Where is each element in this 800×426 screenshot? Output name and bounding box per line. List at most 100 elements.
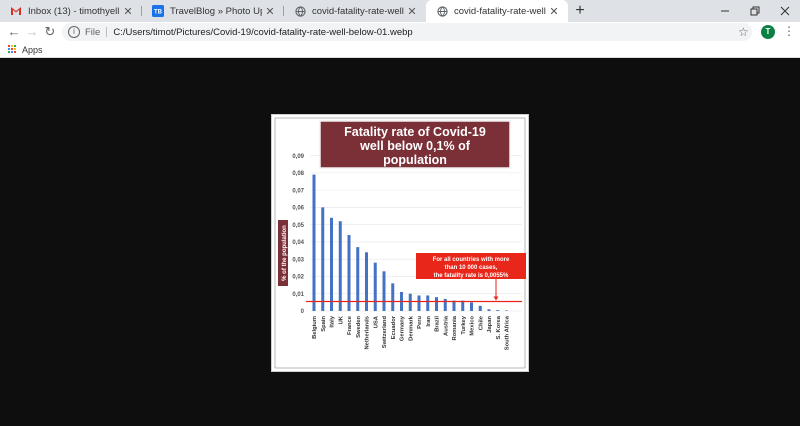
close-icon[interactable]: ✕ (123, 5, 133, 18)
image-border (274, 117, 526, 369)
url-text[interactable]: C:/Users/timot/Pictures/Covid-19/covid-f… (113, 26, 413, 38)
bar-usa (373, 262, 377, 311)
minimize-icon (721, 10, 729, 12)
x-tick-label: Denmark (408, 315, 414, 341)
gmail-icon (10, 5, 22, 17)
y-tick-label: 0,05 (292, 223, 304, 229)
y-tick-label: 0,06 (292, 206, 304, 212)
tab-title: TravelBlog » Photo Upload (170, 5, 262, 17)
x-tick-label: Brazil (435, 316, 441, 332)
menu-kebab-icon[interactable]: ⋮ (783, 24, 795, 38)
url-scheme: File (85, 26, 101, 38)
x-tick-label: Austria (443, 315, 449, 336)
y-tick-label: 0,04 (292, 240, 304, 246)
new-tab-button[interactable]: + (575, 2, 585, 19)
address-divider (106, 27, 108, 37)
bar-south-africa (505, 310, 508, 311)
x-tick-label: Ecuador (391, 315, 397, 339)
tab-travelblog[interactable]: TB TravelBlog » Photo Upload ✕ (142, 0, 284, 22)
address-bar[interactable]: i File C:/Users/timot/Pictures/Covid-19/… (62, 23, 752, 41)
travelblog-icon: TB (152, 5, 164, 17)
bar-japan (487, 309, 491, 311)
info-icon[interactable]: i (68, 26, 80, 38)
bar-peru (417, 295, 421, 311)
bar-turkey (461, 300, 465, 311)
chart-title-box (319, 120, 511, 169)
y-tick-label: 0,01 (292, 292, 304, 298)
bar-brazil (435, 297, 438, 311)
bar-denmark (408, 293, 412, 311)
bookmarks-bar: Apps (0, 42, 800, 58)
close-icon (780, 6, 790, 16)
x-tick-label: Italy (330, 315, 336, 327)
back-button[interactable]: ← (7, 24, 21, 39)
bar-ecuador (391, 283, 395, 311)
tab-covid-image-1[interactable]: covid-fatality-rate-well-below-01 ✕ (284, 0, 426, 22)
bar-s-korea (496, 310, 500, 311)
bar-romania (452, 300, 456, 311)
minimize-button[interactable] (710, 0, 740, 22)
tab-title: Inbox (13) - timothyelliott53@gm (28, 5, 120, 17)
x-tick-label: USA (373, 315, 379, 328)
bar-chile (478, 305, 482, 311)
bar-switzerland (382, 271, 386, 311)
bar-iran (426, 295, 430, 311)
bar-mexico (470, 302, 473, 311)
y-tick-label: 0,09 (292, 154, 304, 160)
x-tick-label: Peru (417, 316, 423, 329)
y-tick-label: 0,07 (292, 188, 304, 194)
x-tick-label: UK (338, 315, 344, 324)
x-tick-label: Turkey (461, 315, 467, 334)
svg-text:% of the population: % of the population (282, 225, 288, 281)
browser-toolbar: ← → ↻ i File C:/Users/timot/Pictures/Cov… (0, 22, 800, 42)
annotation-text: than 10 000 cases, (445, 265, 498, 271)
x-tick-label: Romania (452, 315, 458, 340)
x-tick-label: France (347, 315, 353, 335)
tab-gmail-inbox[interactable]: Inbox (13) - timothyelliott53@gm ✕ (0, 0, 142, 22)
image-viewer: 0 0,01 0,02 0,03 0,04 0,05 0,06 0,07 0,08 0,09 % o… (0, 58, 800, 426)
close-icon[interactable]: ✕ (265, 5, 275, 18)
x-tick-label: South Africa (505, 315, 511, 350)
bar-belgium (312, 174, 316, 311)
close-icon[interactable]: ✕ (549, 5, 559, 18)
restore-icon (750, 6, 760, 16)
tab-title: covid-fatality-rate-well-below-01 (454, 5, 546, 17)
x-tick-label: Japan (487, 316, 493, 333)
close-window-button[interactable] (770, 0, 800, 22)
reload-button[interactable]: ↻ (44, 24, 56, 39)
chart-title-line: Fatality rate of Covid-19 (344, 125, 486, 139)
x-tick-label: Spain (321, 316, 327, 332)
bar-spain (321, 207, 325, 311)
profile-avatar[interactable]: T (761, 25, 775, 39)
tab-strip: Inbox (13) - timothyelliott53@gm ✕ TB Tr… (0, 0, 800, 22)
x-tick-label: Chile (478, 315, 484, 330)
x-tick-label: Netherlands (365, 316, 371, 350)
tab-title: covid-fatality-rate-well-below-01 (312, 5, 404, 17)
apps-shortcut[interactable]: Apps (8, 45, 43, 55)
close-icon[interactable]: ✕ (407, 5, 417, 18)
annotation-box (416, 253, 526, 279)
tab-covid-image-2[interactable]: covid-fatality-rate-well-below-01 ✕ (426, 0, 568, 22)
y-tick-label: 0,08 (292, 171, 304, 177)
annotation-text: the fatality rate is 0,0055% (434, 273, 509, 279)
bar-france (347, 235, 351, 311)
y-tick-label: 0 (301, 309, 305, 315)
displayed-image[interactable]: 0 0,01 0,02 0,03 0,04 0,05 0,06 0,07 0,08 0,09 % o… (271, 114, 529, 372)
x-tick-label: Belgium (312, 316, 318, 339)
x-tick-label: Sweden (356, 316, 362, 338)
forward-button[interactable]: → (25, 24, 39, 39)
apps-label: Apps (22, 44, 43, 55)
fatality-bar-chart: 0 0,01 0,02 0,03 0,04 0,05 0,06 0,07 0,08 0,09 % o… (274, 117, 526, 369)
restore-button[interactable] (740, 0, 770, 22)
annotation-text: For all countries with more (433, 257, 510, 263)
annotation-arrowhead (493, 296, 499, 301)
bookmark-star-icon[interactable]: ☆ (738, 25, 749, 39)
x-tick-label: Switzerland (382, 316, 388, 349)
x-tick-label: S. Korea (496, 315, 502, 339)
globe-icon (436, 5, 448, 17)
x-tick-label: Iran (426, 316, 432, 327)
chart-title-line: well below 0,1% of (359, 139, 471, 153)
bar-austria (443, 298, 447, 311)
y-tick-label: 0,03 (292, 257, 304, 263)
x-tick-label: Germany (400, 315, 406, 341)
